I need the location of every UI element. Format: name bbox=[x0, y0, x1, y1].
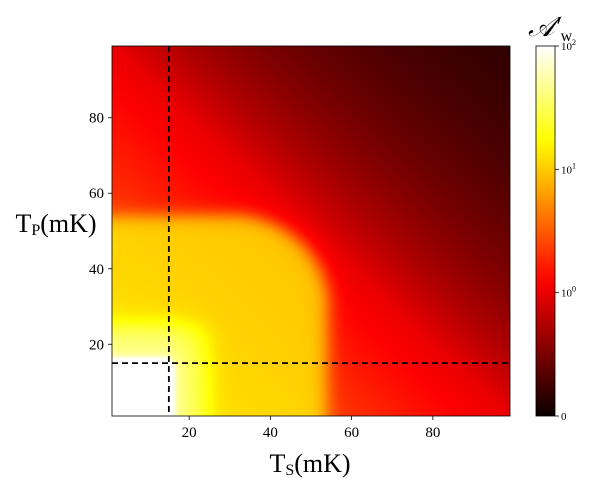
colorbar-tick-label: 101 bbox=[561, 161, 576, 176]
colorbar-label: 𝒜′w bbox=[528, 12, 573, 45]
x-axis-label-sub: S bbox=[285, 462, 294, 479]
plot-frame bbox=[111, 45, 511, 417]
x-axis-label: TS(mK) bbox=[269, 449, 350, 479]
y-tick-label: 60 bbox=[89, 186, 104, 202]
y-tick-label: 80 bbox=[89, 111, 104, 127]
colorbar-tick-label: 100 bbox=[561, 285, 576, 300]
y-axis-label-tail: (mK) bbox=[40, 209, 96, 238]
heatmap-image bbox=[112, 46, 510, 416]
colorbar-label-main: 𝒜′ bbox=[528, 12, 562, 43]
y-axis-label-main: T bbox=[15, 209, 31, 238]
x-tick-label: 80 bbox=[425, 425, 440, 441]
x-tick-label: 60 bbox=[344, 425, 359, 441]
colorbar-ticks: 0 100 101 102 bbox=[555, 38, 576, 423]
x-axis-ticks: 20 40 60 80 bbox=[182, 416, 440, 441]
y-axis-label-sub: P bbox=[31, 222, 40, 239]
colorbar-tick-label: 0 bbox=[561, 411, 567, 423]
colorbar bbox=[535, 45, 556, 417]
x-axis-label-main: T bbox=[269, 449, 285, 478]
y-axis-label: TP(mK) bbox=[15, 209, 96, 239]
heatmap-foreign bbox=[112, 46, 510, 416]
y-tick-label: 40 bbox=[89, 262, 104, 278]
x-tick-label: 40 bbox=[263, 425, 278, 441]
y-tick-label: 20 bbox=[89, 337, 104, 353]
x-tick-label: 20 bbox=[182, 425, 197, 441]
x-axis-label-tail: (mK) bbox=[294, 449, 350, 478]
colorbar-tick-label: 102 bbox=[561, 38, 576, 53]
y-axis-ticks: 20 40 60 80 bbox=[89, 111, 112, 353]
colorbar-label-sub: w bbox=[561, 28, 573, 45]
reference-lines bbox=[112, 46, 510, 416]
